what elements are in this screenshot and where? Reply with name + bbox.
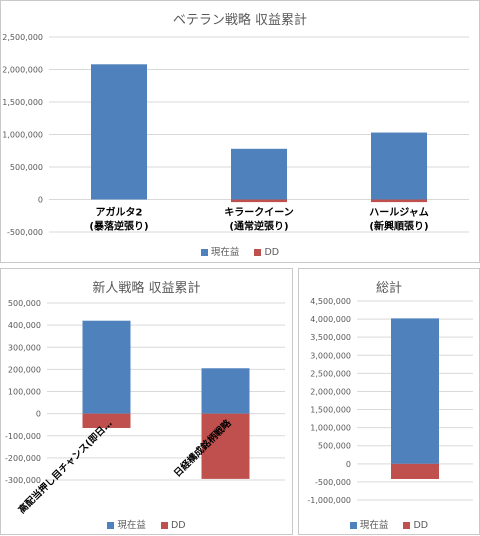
chart-panel-veteran: ベテラン戦略 収益累計 -500,000 0 500,000 1,000,000 1,5… bbox=[0, 0, 480, 263]
y-tick-label: 0 bbox=[38, 196, 43, 205]
x-category-label: キラークイーン bbox=[224, 207, 294, 219]
bar-dd bbox=[201, 413, 250, 479]
bar-dd bbox=[231, 199, 287, 203]
y-tick-label: 1,500,000 bbox=[310, 406, 351, 415]
legend-swatch-dd bbox=[254, 249, 262, 256]
y-tick-label: 400,000 bbox=[8, 321, 41, 330]
y-tick-label: 0 bbox=[346, 460, 351, 469]
y-tick-label: -1,000,000 bbox=[307, 496, 351, 505]
y-tick-label: -500,000 bbox=[7, 228, 43, 237]
y-tick-label: 3,500,000 bbox=[310, 333, 351, 342]
bar-current bbox=[201, 368, 250, 414]
y-tick-label: 2,500,000 bbox=[310, 369, 351, 378]
chart-panel-total: 総計 -1,000,000 -500,000 0 500,000 1,000,000 1,… bbox=[298, 268, 480, 535]
y-tick-label: 500,000 bbox=[8, 299, 41, 308]
legend-label-current: 現在益 bbox=[359, 520, 389, 531]
legend-item-dd: DD bbox=[403, 520, 428, 531]
legend-swatch-current bbox=[107, 522, 115, 529]
chart-plot-veteran: -500,000 0 500,000 1,000,000 1,500,000 2,000,… bbox=[2, 33, 469, 237]
bar-dd bbox=[371, 199, 427, 203]
legend-swatch-dd bbox=[160, 522, 168, 529]
chart-panel-new: 新人戦略 収益累計 -300,000 -200,000 -100,000 0 100,0… bbox=[0, 268, 293, 535]
legend-item-current: 現在益 bbox=[107, 517, 146, 531]
y-tick-label: 3,000,000 bbox=[310, 351, 351, 360]
legend-swatch-dd bbox=[403, 522, 411, 529]
bar-current bbox=[231, 148, 287, 200]
bar-current bbox=[82, 320, 131, 414]
chart-plot-total: -1,000,000 -500,000 0 500,000 1,000,000 1,500… bbox=[307, 297, 473, 505]
bar-current bbox=[371, 132, 427, 200]
y-tick-label: -300,000 bbox=[5, 476, 41, 485]
legend-swatch-current bbox=[349, 522, 357, 529]
y-tick-label: 500,000 bbox=[318, 442, 351, 451]
y-tick-label: -100,000 bbox=[5, 432, 41, 441]
legend-label-dd: DD bbox=[264, 247, 280, 258]
y-tick-label: 2,500,000 bbox=[2, 33, 43, 42]
y-tick-label: 1,500,000 bbox=[2, 98, 43, 107]
legend-label-current: 現在益 bbox=[117, 520, 146, 531]
y-tick-label: 2,000,000 bbox=[2, 66, 43, 75]
y-tick-label: -200,000 bbox=[5, 454, 41, 463]
legend-label-dd: DD bbox=[413, 520, 429, 531]
y-tick-label: 1,000,000 bbox=[310, 424, 351, 433]
legend-item-current: 現在益 bbox=[200, 244, 240, 258]
legend-label-current: 現在益 bbox=[210, 247, 240, 258]
y-tick-label: 100,000 bbox=[8, 388, 41, 397]
x-category-label: アガルタ2 bbox=[96, 206, 143, 219]
chart-legend: 現在益 DD bbox=[1, 244, 479, 258]
x-category-label: (通常逆張り) bbox=[229, 220, 288, 233]
y-tick-label: 4,000,000 bbox=[310, 315, 351, 324]
legend-label-dd: DD bbox=[170, 520, 186, 531]
chart-legend: 現在益 DD bbox=[299, 517, 479, 531]
x-category-label: ハールジャム bbox=[369, 207, 429, 219]
chart-plot-new: -300,000 -200,000 -100,000 0 100,000 200,000 3… bbox=[5, 299, 285, 516]
y-tick-label: 500,000 bbox=[10, 163, 43, 172]
y-tick-label: -500,000 bbox=[315, 478, 351, 487]
chart-title: 総計 bbox=[375, 281, 402, 296]
bar-current bbox=[91, 64, 147, 200]
chart-title: 新人戦略 収益累計 bbox=[92, 281, 201, 296]
x-category-label: (新興順張り) bbox=[369, 220, 428, 233]
bar-current bbox=[391, 318, 439, 464]
y-tick-label: 4,500,000 bbox=[310, 297, 351, 306]
y-tick-label: 0 bbox=[36, 410, 41, 419]
y-tick-label: 300,000 bbox=[8, 343, 41, 352]
y-tick-label: 200,000 bbox=[8, 365, 41, 374]
y-tick-label: 1,000,000 bbox=[2, 131, 43, 140]
bar-dd bbox=[391, 463, 439, 480]
legend-item-dd: DD bbox=[160, 520, 186, 531]
chart-title: ベテラン戦略 収益累計 bbox=[172, 13, 308, 28]
legend-item-dd: DD bbox=[254, 247, 279, 258]
legend-item-current: 現在益 bbox=[349, 517, 389, 531]
bar-dd bbox=[82, 413, 131, 429]
x-category-label: (暴落逆張り) bbox=[89, 220, 148, 233]
legend-swatch-current bbox=[200, 249, 208, 256]
y-tick-label: 2,000,000 bbox=[310, 387, 351, 396]
chart-legend: 現在益 DD bbox=[1, 517, 292, 531]
